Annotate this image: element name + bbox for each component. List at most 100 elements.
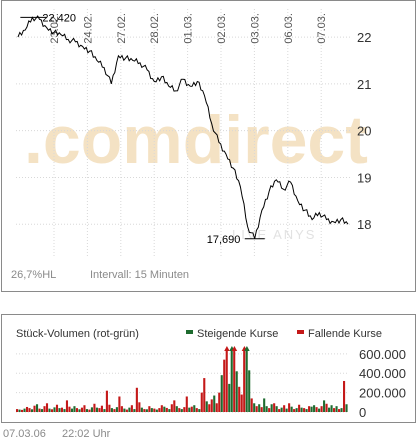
volume-bar [313,405,316,412]
volume-y-tick-label: 200.000 [359,386,406,401]
volume-bar [268,408,271,412]
volume-bar [193,405,196,412]
price-y-tick-label: 22 [357,30,371,45]
volume-bar [203,378,206,412]
volume-bar [223,359,226,412]
volume-bar [338,409,341,412]
volume-bar [50,409,54,412]
volume-bar [95,407,98,412]
volume-bar [153,408,156,412]
volume-bar [80,407,83,412]
price-series-line [17,15,349,239]
volume-bar [230,349,233,412]
volume-bar [180,409,183,412]
volume-bar [123,408,126,412]
volume-chart-panel: Stück-Volumen (rot-grün) Steigende Kurse… [1,314,416,423]
volume-bar [150,408,153,412]
watermark: .comdirect LIVE ANYS [24,102,368,242]
volume-y-tick-label: 400.000 [359,366,406,381]
volume-bar [163,406,166,412]
volume-bar [63,409,66,412]
volume-bar [73,406,76,412]
price-x-tick-label: 07.03. [316,13,328,44]
volume-bar [135,387,138,412]
volume-bar [220,375,223,412]
volume-bar [158,408,161,412]
volume-bar [293,409,296,412]
legend-swatch [297,330,304,334]
volume-bar [335,406,338,412]
volume-bar [295,408,298,412]
volume-bar [343,380,346,412]
volume-bar [165,407,168,412]
volume-bar [160,405,163,412]
volume-bar [85,409,88,412]
volume-y-axis: 0 200.000 400.000 600.000 [359,347,406,420]
volume-bar [138,402,141,412]
volume-bar [83,405,86,412]
volume-bar [68,406,71,412]
volume-bar [300,407,303,412]
volume-bar [228,383,231,412]
volume-bar [310,406,313,412]
price-y-tick-label: 18 [357,217,371,232]
volume-bar [128,407,131,412]
volume-bar [143,409,146,412]
volume-title: Stück-Volumen (rot-grün) [16,328,139,340]
volume-bar [178,408,181,412]
watermark-logo: .comdirect [24,102,368,178]
price-chart-panel: .comdirect LIVE ANYS 23.02. 24.02. 27.02. 2… [1,0,416,292]
legend-swatch [186,330,193,334]
volume-bar [103,409,106,412]
price-x-axis: 23.02. 24.02. 27.02. 28.02. 01.03. 02.03. 03.0… [49,13,328,44]
volume-bar [75,408,79,412]
price-x-tick-label: 03.03. [249,13,261,44]
volume-bar [90,407,93,412]
volume-overflow-marker [231,346,238,351]
volume-bar [323,400,326,412]
legend-label: Fallende Kurse [308,328,382,340]
volume-bar [145,409,148,412]
volume-bar [78,409,81,412]
volume-bar [88,409,91,412]
volume-bar [113,409,116,412]
price-grid [16,9,352,257]
price-x-tick-label: 01.03. [183,13,195,44]
price-x-tick-label: 28.02. [149,13,161,44]
volume-bar [108,404,111,412]
volume-bar [110,408,113,412]
volume-bar [260,407,263,412]
volume-bar [40,409,44,412]
volume-bar [280,407,283,412]
volume-bar [238,386,241,412]
volume-bar [303,408,306,412]
volume-bar [45,403,49,412]
volume-y-tick-label: 0 [359,405,366,420]
volume-bar [330,405,333,412]
volume-bar [155,409,158,412]
volume-bar [345,404,348,412]
footer-time: 22:02 Uhr [62,428,111,440]
volume-bar [125,409,128,412]
volume-bar [258,404,261,412]
high-value-label: 22,420 [42,12,76,24]
volume-bar [43,406,46,412]
volume-bar [205,401,208,412]
volume-overflow-marker [224,346,230,351]
volume-bar [175,406,178,412]
volume-bar [130,405,133,412]
volume-bar [250,398,253,412]
price-annotations: 22,420 17,690 [20,12,265,246]
volume-bar [255,406,258,412]
volume-bar [308,406,311,412]
price-y-tick-label: 21 [357,77,371,92]
volume-bar [218,392,221,412]
volume-bar [33,405,36,412]
volume-bar [318,408,321,412]
volume-bar [60,407,64,412]
volume-bar [325,403,328,412]
volume-bar [210,399,213,412]
volume-bar [98,408,101,412]
volume-bar [213,395,216,412]
volume-bar [328,407,331,412]
